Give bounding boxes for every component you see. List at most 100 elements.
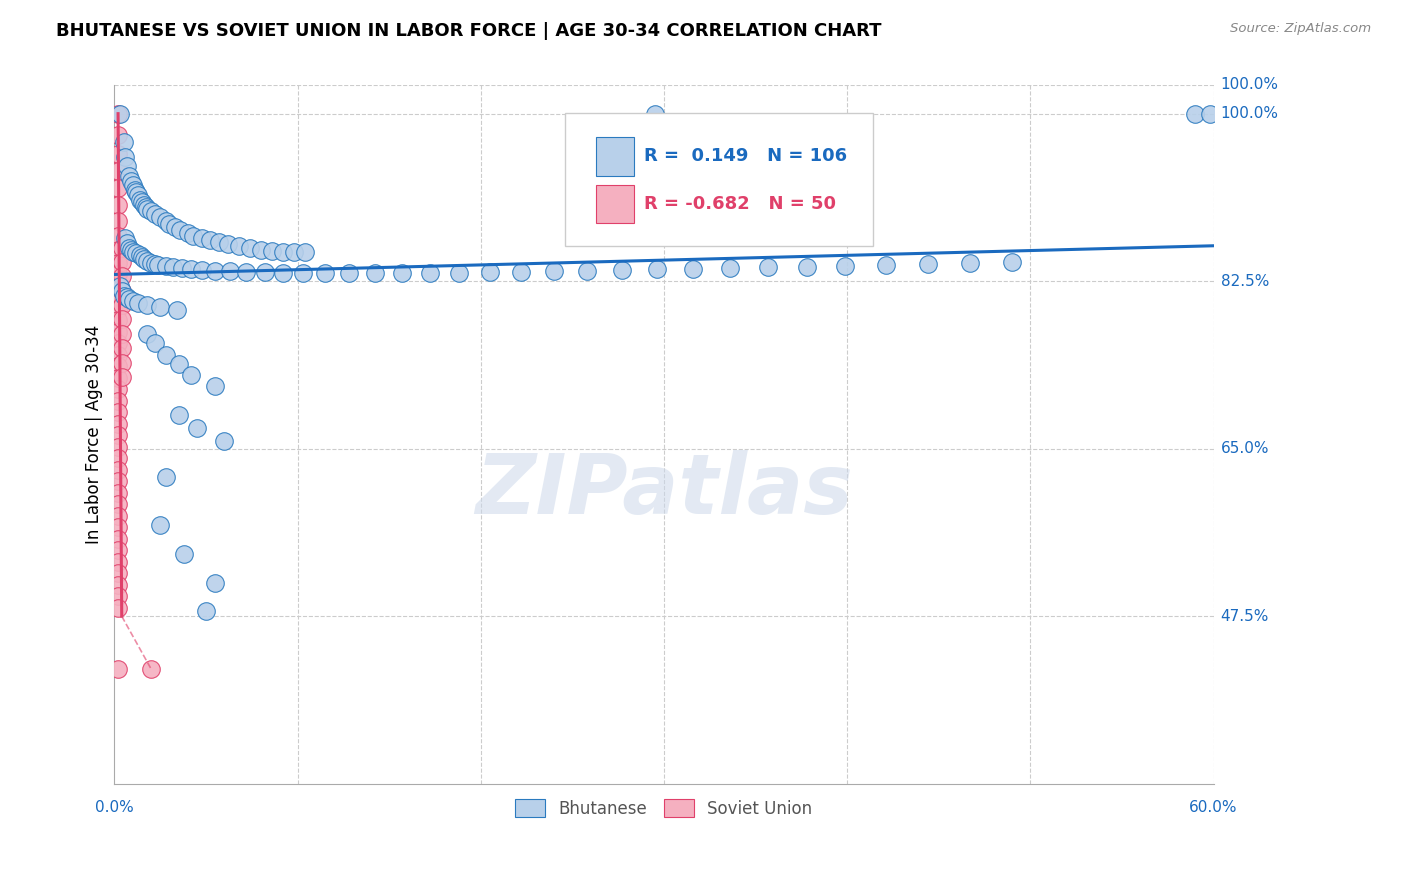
Point bbox=[111, 370, 134, 384]
Point bbox=[135, 201, 157, 215]
Point bbox=[235, 264, 257, 278]
Point bbox=[136, 298, 159, 312]
Point bbox=[260, 244, 283, 258]
Point bbox=[107, 405, 129, 419]
Point bbox=[107, 393, 129, 408]
Point bbox=[107, 485, 129, 500]
Point bbox=[127, 296, 149, 310]
Text: 100.0%: 100.0% bbox=[1220, 78, 1278, 93]
Point bbox=[131, 250, 153, 264]
Point bbox=[124, 183, 146, 197]
Point bbox=[118, 169, 141, 183]
Point bbox=[176, 227, 198, 241]
Point bbox=[107, 164, 129, 178]
Point bbox=[167, 358, 190, 372]
Point bbox=[292, 266, 315, 280]
Point bbox=[111, 298, 134, 312]
Point bbox=[136, 254, 159, 268]
Point bbox=[107, 229, 129, 244]
Point bbox=[181, 229, 204, 244]
Text: R = -0.682   N = 50: R = -0.682 N = 50 bbox=[644, 194, 837, 212]
Point bbox=[107, 508, 129, 523]
FancyBboxPatch shape bbox=[596, 185, 634, 223]
Point bbox=[107, 325, 129, 339]
Point bbox=[173, 547, 195, 561]
Point bbox=[121, 244, 143, 259]
Point bbox=[250, 243, 273, 257]
Point bbox=[155, 214, 177, 228]
Point bbox=[543, 263, 565, 277]
Point bbox=[121, 178, 143, 193]
Point bbox=[107, 256, 129, 270]
Point bbox=[271, 244, 294, 259]
Point bbox=[162, 260, 184, 274]
Point bbox=[163, 219, 186, 234]
Point bbox=[195, 604, 218, 618]
Point bbox=[107, 532, 129, 546]
Point bbox=[228, 239, 250, 253]
Point bbox=[204, 575, 226, 590]
Point bbox=[129, 193, 152, 207]
Point bbox=[283, 245, 305, 260]
Point bbox=[107, 566, 129, 581]
Point bbox=[1184, 106, 1206, 120]
Point bbox=[447, 266, 470, 280]
Point bbox=[107, 497, 129, 511]
Point bbox=[136, 326, 159, 341]
Point bbox=[271, 266, 294, 280]
Point bbox=[107, 313, 129, 327]
Point bbox=[107, 600, 129, 615]
Point bbox=[191, 231, 214, 245]
Point bbox=[115, 290, 138, 304]
Point bbox=[143, 257, 166, 271]
Point bbox=[180, 368, 202, 382]
Point bbox=[157, 217, 180, 231]
Point bbox=[107, 214, 129, 228]
Point bbox=[107, 146, 129, 161]
Point bbox=[155, 348, 177, 362]
Point bbox=[644, 106, 666, 120]
Point bbox=[107, 359, 129, 374]
Point bbox=[120, 243, 142, 257]
Text: ZIPatlas: ZIPatlas bbox=[475, 450, 853, 531]
Point bbox=[107, 440, 129, 454]
Text: R =  0.149   N = 106: R = 0.149 N = 106 bbox=[644, 147, 848, 165]
Point bbox=[645, 261, 668, 276]
Point bbox=[149, 518, 172, 533]
Point bbox=[139, 204, 162, 219]
Point bbox=[148, 258, 170, 272]
Point bbox=[107, 128, 129, 142]
Point bbox=[253, 264, 276, 278]
Point bbox=[155, 470, 177, 484]
Point bbox=[107, 589, 129, 603]
Point bbox=[107, 197, 129, 211]
Text: 100.0%: 100.0% bbox=[1220, 106, 1278, 121]
Point bbox=[120, 174, 142, 188]
FancyBboxPatch shape bbox=[596, 137, 634, 176]
Point bbox=[111, 326, 134, 341]
Point bbox=[314, 266, 336, 280]
Point bbox=[131, 194, 153, 209]
Point bbox=[214, 434, 236, 448]
Point bbox=[107, 543, 129, 558]
Point bbox=[107, 348, 129, 362]
Point bbox=[129, 248, 152, 262]
Point bbox=[337, 266, 360, 280]
Point bbox=[111, 269, 134, 284]
Point bbox=[115, 235, 138, 250]
Point bbox=[107, 371, 129, 385]
Point bbox=[114, 231, 136, 245]
Point bbox=[115, 159, 138, 173]
Text: 47.5%: 47.5% bbox=[1220, 608, 1268, 624]
Point bbox=[576, 263, 599, 277]
Text: 65.0%: 65.0% bbox=[1220, 442, 1270, 456]
Point bbox=[118, 293, 141, 307]
Point bbox=[114, 150, 136, 164]
Point bbox=[294, 245, 316, 260]
Point bbox=[121, 294, 143, 309]
Point bbox=[107, 301, 129, 316]
Point bbox=[204, 379, 226, 393]
Point bbox=[107, 181, 129, 195]
Point bbox=[217, 236, 239, 251]
Point bbox=[166, 302, 188, 317]
